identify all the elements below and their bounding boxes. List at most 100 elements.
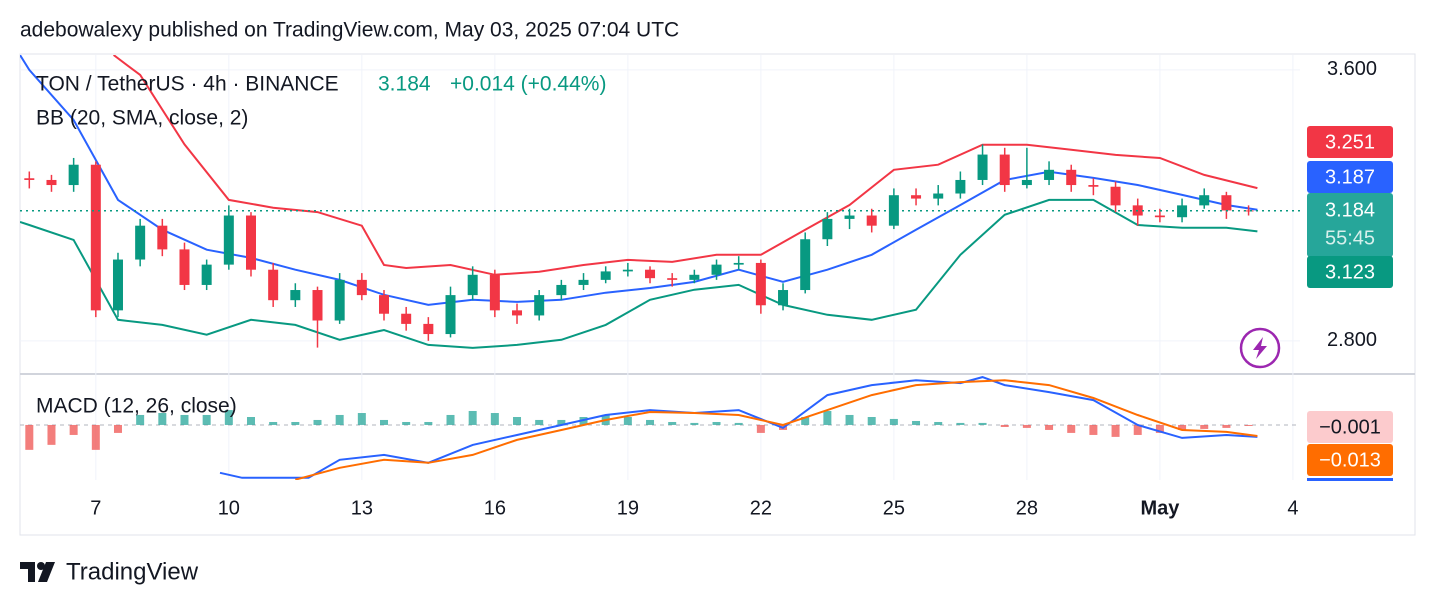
x-tick-label: 4 xyxy=(1287,497,1298,519)
last-price-badge-label: 3.184 xyxy=(1325,199,1375,221)
chart-frame xyxy=(19,53,1416,536)
y-tick-label: 3.600 xyxy=(1327,58,1377,80)
candle-body xyxy=(356,279,367,296)
histogram-bar xyxy=(845,414,854,425)
candle-body xyxy=(379,295,390,314)
candle-body xyxy=(600,271,611,280)
symbol-title: TON / TetherUS · 4h · BINANCE xyxy=(36,73,339,96)
candle-body xyxy=(467,274,478,296)
signal-badge xyxy=(1307,444,1393,476)
candle-body xyxy=(1199,195,1210,206)
x-tick-label: 19 xyxy=(617,497,639,519)
bollinger-line xyxy=(20,198,1258,349)
histogram-bar xyxy=(1178,424,1187,430)
histogram-bar xyxy=(535,419,544,425)
candle-body xyxy=(844,215,855,219)
basis-badge-label: 3.187 xyxy=(1325,166,1375,188)
candle-body xyxy=(401,313,412,324)
grid xyxy=(20,55,1300,480)
candle-body xyxy=(334,279,345,321)
histogram-bar xyxy=(557,419,566,425)
candle-body xyxy=(1221,195,1232,211)
candle-body xyxy=(489,274,500,311)
histogram-bar xyxy=(1089,424,1098,435)
histogram-bar xyxy=(1045,424,1054,430)
candle-body xyxy=(1044,169,1055,180)
candle-body xyxy=(46,179,57,186)
candle-body xyxy=(911,195,922,199)
candle-body xyxy=(800,239,811,291)
histogram-bar xyxy=(490,413,499,425)
brand-logo xyxy=(20,562,55,582)
histogram-bar xyxy=(690,422,699,425)
candle-body xyxy=(822,218,833,240)
candle-body xyxy=(1154,215,1165,218)
price-plot xyxy=(20,55,1300,349)
x-tick-label: 7 xyxy=(90,497,101,519)
histogram-bar xyxy=(978,422,987,425)
candle-body xyxy=(556,284,567,296)
signal-badge-label: −0.013 xyxy=(1319,449,1381,471)
last-price-badge xyxy=(1307,193,1393,257)
candle-body xyxy=(1021,179,1032,186)
histogram-bar xyxy=(912,420,921,425)
candle-body xyxy=(933,193,944,199)
histogram-bar xyxy=(712,421,721,425)
histogram-bar xyxy=(1222,424,1231,428)
macd-line xyxy=(295,379,1258,480)
candle-body xyxy=(1177,205,1188,218)
candle-body xyxy=(1088,185,1099,187)
candle-body xyxy=(512,310,523,316)
upper-band-badge-label: 3.251 xyxy=(1325,131,1375,153)
macd-title: MACD (12, 26, close) xyxy=(36,395,237,418)
candle-body xyxy=(290,290,301,301)
histogram-bar xyxy=(889,418,898,425)
candle-body xyxy=(157,225,168,250)
x-tick-label: 28 xyxy=(1016,497,1038,519)
histogram-bar xyxy=(468,410,477,425)
candle-body xyxy=(223,215,234,265)
candle-body xyxy=(534,295,545,316)
histogram-bar xyxy=(1244,424,1253,426)
candle-body xyxy=(24,178,35,180)
indicator-label: BB (20, SMA, close, 2) xyxy=(36,107,248,130)
histogram-bar xyxy=(357,413,366,425)
histogram-bar xyxy=(313,419,322,425)
macd-line xyxy=(219,376,1258,479)
byline: adebowalexy published on TradingView.com… xyxy=(20,19,679,42)
x-tick-label: 10 xyxy=(218,497,240,519)
candle-body xyxy=(135,225,146,260)
bollinger-line xyxy=(112,55,1258,276)
histogram-badge-label: −0.001 xyxy=(1319,416,1381,438)
basis-badge xyxy=(1307,161,1393,193)
candle-body xyxy=(999,154,1010,186)
candle-body xyxy=(268,269,279,301)
lower-band-badge xyxy=(1307,256,1393,288)
histogram-bar xyxy=(867,417,876,425)
brand-name: TradingView xyxy=(66,558,199,585)
price-change: +0.014 (+0.44%) xyxy=(450,73,606,96)
x-tick-label: May xyxy=(1140,497,1180,519)
histogram-bar xyxy=(180,414,189,425)
x-tick-label: 22 xyxy=(750,497,772,519)
alert-icon xyxy=(1239,327,1281,369)
histogram-bar xyxy=(202,414,211,425)
histogram-bar xyxy=(1022,424,1031,428)
histogram-bar xyxy=(291,421,300,425)
histogram-bar xyxy=(113,424,122,433)
bollinger-line xyxy=(20,55,1258,306)
histogram-bar xyxy=(380,419,389,425)
candle-body xyxy=(179,249,190,285)
histogram-bar xyxy=(25,424,34,450)
candle-body xyxy=(645,269,656,279)
candle-body xyxy=(866,215,877,226)
histogram-bar xyxy=(335,414,344,425)
candle-body xyxy=(955,179,966,194)
histogram-bar xyxy=(402,421,411,425)
histogram-bar xyxy=(136,414,145,425)
histogram-bar xyxy=(801,417,810,425)
macd-badge-edge xyxy=(1307,478,1393,481)
histogram-bar xyxy=(91,424,100,450)
candle-body xyxy=(667,278,678,280)
